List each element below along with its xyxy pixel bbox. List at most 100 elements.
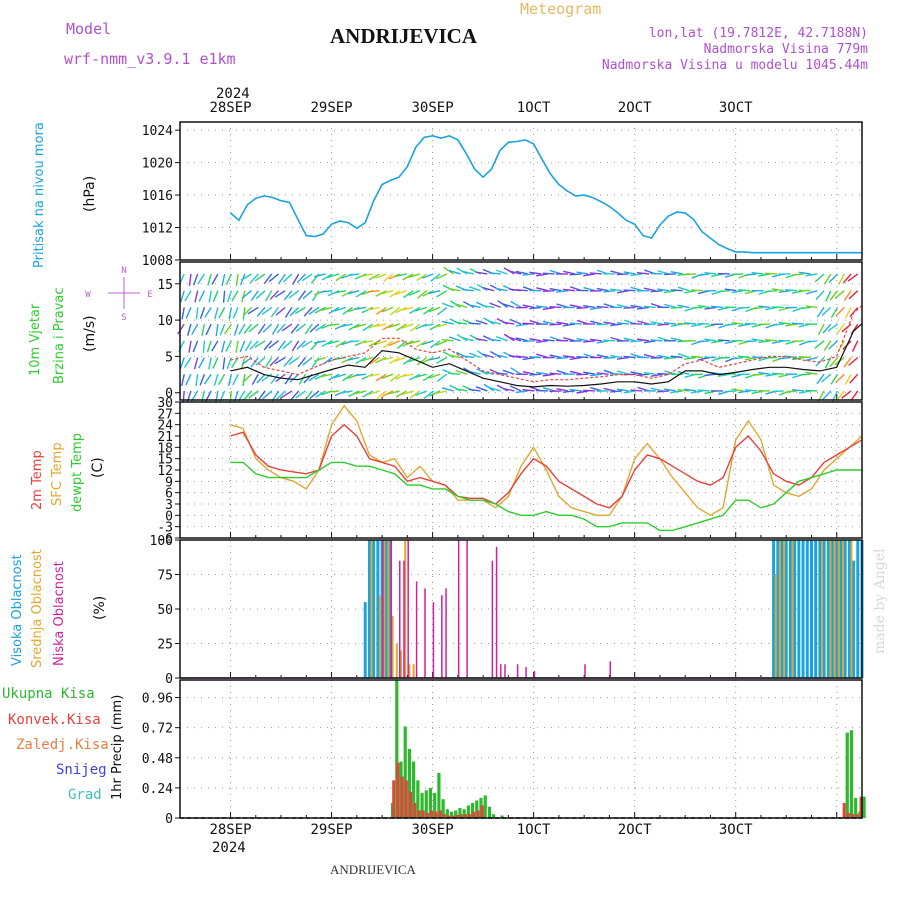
wind-arrow [334,390,347,397]
wind-arrow [496,384,508,392]
wind-arrow [304,390,313,401]
wind-arrow [717,339,730,342]
wind-arrow [535,340,549,343]
wind-arrow [361,373,374,380]
wind-arrow [374,340,387,346]
cloud-high-bar [856,540,860,678]
wind-arrow [289,306,300,317]
wind-arrow [435,323,448,328]
wind-arrow [348,390,360,397]
wind-arrow [215,323,219,337]
wind-arrow [791,273,804,276]
cloud-high-bar [839,540,843,678]
wind-arrow [320,373,333,378]
cloud-low-bar [390,540,393,678]
wind-arrow [488,320,501,325]
wind-arrow [563,270,576,275]
cloud-high-bar [847,540,851,678]
cloud-mid-bar [412,664,415,678]
wind-arrow [367,373,380,378]
wind-arrow [469,352,481,359]
precip-total-bar [449,811,454,818]
wind-arrow [610,288,623,292]
cloud-high-bar [805,540,809,678]
wind-arrow [535,273,549,277]
wind-arrow [468,370,481,375]
wind-arrow [461,270,475,275]
wind-arrow [291,340,300,352]
temp-2m-line [230,423,863,509]
wind-arrow [194,290,199,303]
wind-arrow [389,290,401,298]
wind-arrow [670,306,683,309]
wind-arrow [751,306,764,310]
cloud-high-bar [367,540,371,678]
wind-arrow [256,306,266,317]
wind-arrow [297,357,307,368]
wind-arrow [677,322,690,325]
wind-arrow [435,390,448,395]
wind-arrow [814,273,825,283]
precip-total-bar [862,796,866,818]
panel-frame [179,401,863,539]
wind-arrow [321,273,333,281]
panel-frame [179,539,863,679]
wind-arrow [197,273,206,285]
wind-arrow [475,319,488,325]
wind-arrow [610,336,623,342]
wind-arrow [805,305,818,309]
wind-arrow [650,373,663,377]
wind-arrow [822,323,832,334]
wind-arrow [263,340,273,351]
wind-arrow [482,353,495,359]
wind-arrow [834,290,845,299]
wind-arrow [828,273,839,283]
wind-arrow [270,306,280,318]
wind-arrow [422,373,434,382]
cloud-high-bar [788,540,792,678]
compass-e: E [147,290,152,300]
wind-arrow [489,302,502,309]
wind-arrow [255,290,266,300]
wind-arrow [798,356,811,359]
wind-arrow [274,290,286,298]
wind-arrow [549,372,562,375]
wind-arrow [823,273,832,285]
wind-arrow [711,340,724,344]
wind-arrow [785,355,798,359]
cloud-low-bar [424,588,426,678]
wind-arrow [294,306,306,315]
wind-arrow [186,323,192,336]
wind-arrow [610,390,623,393]
cloud-high-bar [852,560,856,678]
wind-arrow [836,323,845,335]
legend-snow: Snijeg [56,762,107,778]
precip-convective-bar [417,810,421,818]
wind-arrow [529,306,542,310]
precip-convective-bar [400,776,404,818]
wind-arrow [409,306,421,314]
wind-arrow [181,307,185,320]
wind-arrow [830,307,839,319]
model-name: wrf-nmm_v3.9.1 e1km [64,50,236,68]
y-tick-label: 18 [157,441,173,456]
wind-arrow [522,273,535,276]
wind-arrow [751,271,764,275]
precip-total-bar [437,772,441,818]
wind-arrow [475,386,488,392]
y-tick-label: 0 [165,672,173,687]
wind-arrow [416,340,428,348]
wind-arrow [664,370,677,375]
wind-arrow [290,390,300,401]
panel-frame [179,261,863,401]
wind-arrow [188,273,192,286]
wind-arrow [589,338,602,342]
wind-arrow [522,322,535,325]
wind-arrow [387,390,400,395]
model-label: Model [66,20,112,38]
wind-arrow [401,390,414,396]
wind-arrow [563,337,576,342]
cloud-high-bar [809,540,813,678]
cloud-low-bar [533,671,536,678]
wind-arrow [791,340,804,343]
